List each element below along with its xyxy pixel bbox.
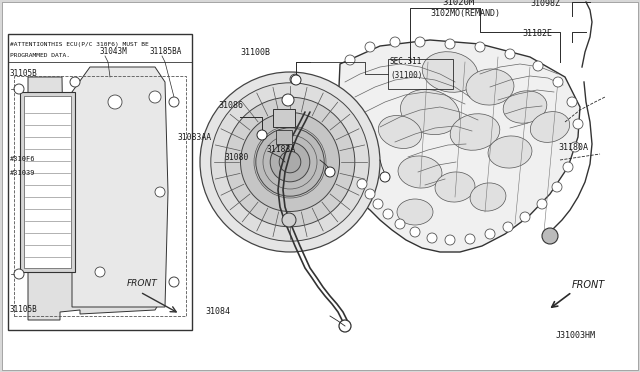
Circle shape bbox=[95, 267, 105, 277]
Circle shape bbox=[485, 229, 495, 239]
Circle shape bbox=[465, 234, 475, 244]
Ellipse shape bbox=[422, 52, 478, 92]
Circle shape bbox=[573, 119, 583, 129]
Text: 31100B: 31100B bbox=[240, 48, 270, 57]
Circle shape bbox=[257, 130, 267, 140]
Ellipse shape bbox=[378, 116, 422, 148]
Ellipse shape bbox=[435, 172, 475, 202]
Bar bbox=[388, 59, 453, 89]
Text: 31182E: 31182E bbox=[522, 29, 552, 38]
Circle shape bbox=[410, 227, 420, 237]
Text: 31183A: 31183A bbox=[267, 145, 296, 154]
Polygon shape bbox=[72, 67, 168, 307]
Bar bbox=[24, 96, 71, 268]
Text: 31043M: 31043M bbox=[100, 47, 128, 56]
Circle shape bbox=[427, 233, 437, 243]
Ellipse shape bbox=[450, 114, 500, 150]
Circle shape bbox=[383, 209, 393, 219]
Circle shape bbox=[542, 228, 558, 244]
Circle shape bbox=[155, 187, 165, 197]
Circle shape bbox=[169, 277, 179, 287]
Text: #310F6: #310F6 bbox=[10, 156, 35, 162]
Circle shape bbox=[169, 97, 179, 107]
Circle shape bbox=[537, 199, 547, 209]
Text: 31098Z: 31098Z bbox=[530, 0, 560, 8]
Text: 31180A: 31180A bbox=[558, 143, 588, 152]
Circle shape bbox=[567, 97, 577, 107]
Circle shape bbox=[290, 74, 300, 84]
Text: SEC.311: SEC.311 bbox=[390, 57, 422, 66]
Circle shape bbox=[390, 37, 400, 47]
Bar bbox=[8, 34, 192, 330]
Text: #31039: #31039 bbox=[10, 170, 35, 176]
Text: 31185BA: 31185BA bbox=[150, 47, 182, 56]
Bar bbox=[273, 109, 295, 127]
Text: 31105B: 31105B bbox=[10, 305, 38, 314]
Text: #ATTENTIONTHIS ECU(P/C 310F6) MUST BE: #ATTENTIONTHIS ECU(P/C 310F6) MUST BE bbox=[10, 42, 148, 47]
Circle shape bbox=[282, 94, 294, 106]
Circle shape bbox=[211, 83, 369, 241]
Text: 31083AA: 31083AA bbox=[178, 133, 212, 142]
Ellipse shape bbox=[531, 112, 570, 142]
Ellipse shape bbox=[470, 183, 506, 211]
Circle shape bbox=[357, 179, 367, 189]
Circle shape bbox=[279, 151, 301, 173]
Text: 31086: 31086 bbox=[218, 101, 243, 110]
Circle shape bbox=[108, 95, 122, 109]
Circle shape bbox=[339, 320, 351, 332]
Circle shape bbox=[325, 167, 335, 177]
Circle shape bbox=[225, 97, 355, 227]
Text: FRONT: FRONT bbox=[572, 280, 605, 290]
Circle shape bbox=[282, 213, 296, 227]
Text: 3102MO(REMAND): 3102MO(REMAND) bbox=[430, 9, 500, 18]
Circle shape bbox=[445, 39, 455, 49]
Text: J31003HM: J31003HM bbox=[556, 331, 596, 340]
Circle shape bbox=[415, 37, 425, 47]
Circle shape bbox=[256, 128, 324, 196]
Circle shape bbox=[503, 222, 513, 232]
Circle shape bbox=[552, 182, 562, 192]
Ellipse shape bbox=[397, 199, 433, 225]
Circle shape bbox=[345, 55, 355, 65]
Text: 31105B: 31105B bbox=[10, 69, 38, 78]
Text: 31080: 31080 bbox=[225, 153, 250, 162]
Circle shape bbox=[200, 72, 380, 252]
Circle shape bbox=[520, 212, 530, 222]
Text: (31100): (31100) bbox=[390, 71, 422, 80]
Circle shape bbox=[445, 235, 455, 245]
Circle shape bbox=[149, 91, 161, 103]
Circle shape bbox=[291, 75, 301, 85]
Ellipse shape bbox=[488, 136, 532, 168]
Circle shape bbox=[395, 219, 405, 229]
Circle shape bbox=[14, 84, 24, 94]
Text: FRONT: FRONT bbox=[127, 279, 157, 288]
Bar bbox=[276, 130, 292, 144]
Bar bbox=[14, 76, 186, 316]
Circle shape bbox=[570, 142, 580, 152]
Circle shape bbox=[380, 172, 390, 182]
Ellipse shape bbox=[466, 69, 514, 105]
Circle shape bbox=[241, 112, 339, 212]
Bar bbox=[20, 92, 75, 272]
Circle shape bbox=[70, 77, 80, 87]
Circle shape bbox=[533, 61, 543, 71]
Circle shape bbox=[475, 42, 485, 52]
Text: PROGRAMMED DATA.: PROGRAMMED DATA. bbox=[10, 53, 70, 58]
Text: 31020M: 31020M bbox=[442, 0, 474, 7]
Ellipse shape bbox=[401, 89, 460, 135]
Ellipse shape bbox=[398, 156, 442, 188]
Circle shape bbox=[505, 49, 515, 59]
Circle shape bbox=[365, 189, 375, 199]
Circle shape bbox=[270, 142, 310, 182]
Circle shape bbox=[365, 42, 375, 52]
Circle shape bbox=[373, 199, 383, 209]
Circle shape bbox=[14, 269, 24, 279]
Circle shape bbox=[553, 77, 563, 87]
Text: 31084: 31084 bbox=[205, 307, 230, 316]
Ellipse shape bbox=[503, 91, 547, 123]
Circle shape bbox=[563, 162, 573, 172]
Polygon shape bbox=[337, 40, 580, 252]
Polygon shape bbox=[28, 77, 162, 320]
